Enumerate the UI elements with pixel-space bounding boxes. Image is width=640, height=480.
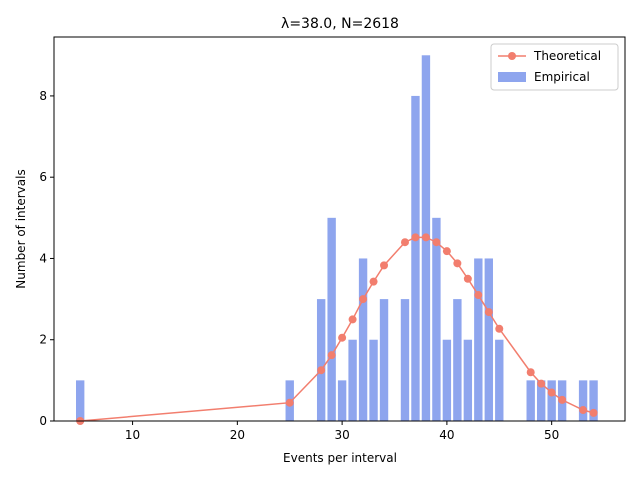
bar <box>463 339 473 421</box>
x-axis-label: Events per interval <box>283 451 397 465</box>
bar <box>526 380 535 421</box>
chart-title: λ=38.0, N=2618 <box>281 16 399 32</box>
theoretical-point <box>484 308 493 317</box>
theoretical-point <box>463 274 472 283</box>
bar <box>474 258 483 421</box>
bars-layer <box>76 55 598 422</box>
bar <box>589 380 598 421</box>
theoretical-point <box>380 261 389 270</box>
theoretical-point <box>285 398 294 407</box>
x-tick-label: 30 <box>334 428 349 442</box>
line-layer <box>76 233 598 425</box>
y-tick-label: 2 <box>39 333 47 347</box>
bar <box>337 380 347 421</box>
plot-frame <box>53 36 626 422</box>
theoretical-point <box>537 379 546 388</box>
legend: Theoretical Empirical <box>490 43 619 91</box>
theoretical-point <box>432 238 441 247</box>
bar <box>316 299 326 421</box>
theoretical-point <box>589 408 598 417</box>
theoretical-line <box>80 236 594 422</box>
bar <box>411 95 420 422</box>
bar <box>432 217 441 421</box>
bar <box>327 217 336 421</box>
bar <box>400 299 410 421</box>
theoretical-point <box>421 233 430 242</box>
theoretical-point <box>348 315 357 324</box>
x-tick-label: 10 <box>125 428 140 442</box>
legend-marker-swatch <box>508 52 516 60</box>
theoretical-point <box>547 388 556 397</box>
theoretical-point <box>495 324 504 333</box>
theoretical-point <box>317 366 326 375</box>
theoretical-point <box>400 238 409 247</box>
x-ticks: 10 20 30 40 50 <box>125 421 559 442</box>
y-axis-label: Number of intervals <box>14 169 28 288</box>
x-tick-label: 20 <box>230 428 245 442</box>
x-tick-label: 50 <box>544 428 559 442</box>
bar <box>358 258 368 421</box>
bar <box>453 299 462 421</box>
theoretical-point <box>453 259 462 268</box>
y-tick-label: 8 <box>39 89 47 103</box>
x-tick-label: 40 <box>439 428 454 442</box>
theoretical-point <box>442 247 451 256</box>
theoretical-point <box>526 368 535 377</box>
theoretical-point <box>558 395 567 404</box>
theoretical-point <box>327 351 336 360</box>
y-tick-label: 0 <box>39 414 47 428</box>
bar <box>495 339 504 421</box>
bar <box>442 339 452 421</box>
bar <box>578 380 588 421</box>
bar <box>536 380 546 421</box>
y-tick-label: 6 <box>39 170 47 184</box>
theoretical-point <box>359 295 368 304</box>
bar <box>369 339 378 421</box>
legend-label-theoretical: Theoretical <box>533 49 601 63</box>
bar <box>547 380 556 421</box>
y-ticks: 0 2 4 6 8 <box>39 89 54 428</box>
legend-label-empirical: Empirical <box>534 70 590 84</box>
theoretical-point <box>411 233 420 242</box>
bar <box>379 299 389 421</box>
bar <box>76 380 85 421</box>
theoretical-point <box>369 277 378 286</box>
bar <box>348 339 357 421</box>
theoretical-point <box>338 333 347 342</box>
y-tick-label: 4 <box>39 251 47 265</box>
legend-bar-swatch <box>498 72 526 82</box>
bar <box>484 258 493 421</box>
theoretical-point <box>474 291 483 300</box>
theoretical-point <box>579 406 588 415</box>
